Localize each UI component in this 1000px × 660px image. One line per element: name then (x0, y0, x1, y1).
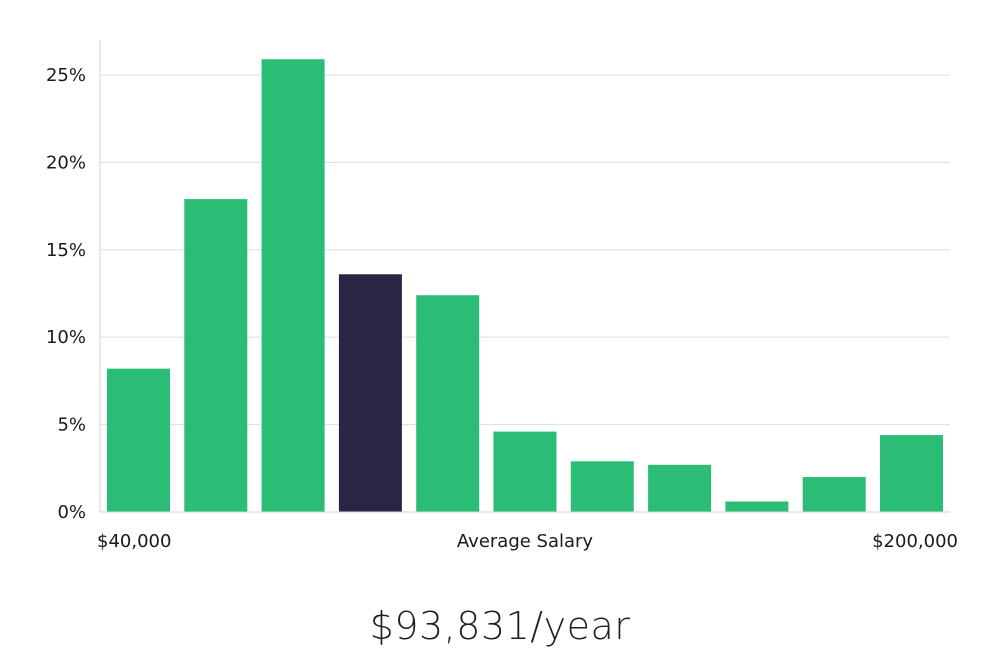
bar (802, 477, 866, 512)
y-tick-label: 15% (46, 240, 86, 261)
bars (107, 59, 943, 513)
highlighted-bar (338, 274, 402, 512)
bar (107, 368, 170, 512)
y-tick-label: 5% (57, 415, 86, 436)
bar (725, 501, 789, 512)
bar (184, 199, 248, 512)
average-salary-value: $93,831/year (369, 604, 631, 648)
y-axis-ticks: 0% 5% 10% 15% 20% 25% (46, 65, 86, 523)
x-axis-title: Average Salary (457, 531, 594, 552)
y-tick-label: 0% (57, 502, 86, 523)
bar (493, 431, 557, 512)
y-tick-label: 25% (46, 65, 86, 86)
bar (570, 461, 634, 512)
bar (416, 295, 480, 512)
x-max-label: $200,000 (872, 531, 958, 552)
salary-histogram: 0%5%10%15%20%25% $40,000 Average Salary … (46, 40, 958, 552)
bar (880, 435, 943, 512)
bar (648, 464, 712, 512)
bar (261, 59, 325, 513)
y-tick-label: 10% (46, 327, 86, 348)
x-min-label: $40,000 (97, 531, 171, 552)
y-tick-label: 20% (46, 152, 86, 173)
